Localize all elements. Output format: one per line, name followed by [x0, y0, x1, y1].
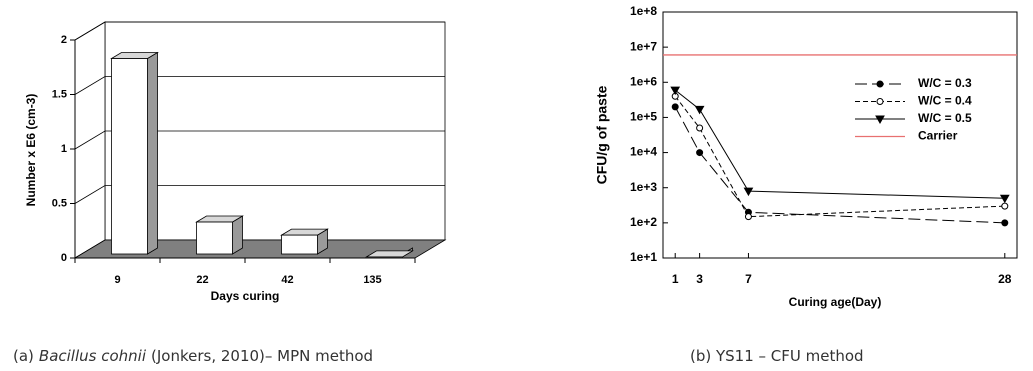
caption-part: (a)	[13, 347, 34, 365]
legend-marker	[876, 80, 884, 88]
y-tick-label: 1	[61, 143, 67, 155]
legend-label: W/C = 0.3	[918, 76, 972, 90]
marker	[1001, 202, 1009, 210]
y-tick-label: 0.5	[52, 197, 67, 209]
legend-marker	[875, 115, 885, 125]
bar	[111, 58, 148, 255]
x-axis-label: Curing age(Day)	[789, 295, 882, 309]
x-tick-label: 28	[998, 272, 1012, 286]
x-tick-label: 42	[281, 274, 293, 286]
y-tick-label: 1e+7	[630, 39, 657, 53]
y-tick-label: 1e+8	[630, 4, 657, 18]
y-tick-label: 1e+1	[630, 250, 657, 264]
legend-label: Carrier	[918, 129, 958, 143]
caption: (a) Bacillus cohnii (Jonkers, 2010)– MPN m…	[13, 347, 373, 365]
legend-label: W/C = 0.4	[918, 94, 972, 108]
x-tick-label: 3	[696, 272, 703, 286]
caption: (b) YS11 – CFU method	[690, 347, 864, 365]
x-axis-label: Days curing	[211, 289, 280, 303]
y-tick-label: 2	[61, 34, 67, 46]
y-tick-label: 1.5	[52, 88, 67, 100]
legend-label: W/C = 0.5	[918, 111, 972, 125]
marker	[1001, 219, 1009, 227]
y-axis-label: Number x E6 (cm-3)	[24, 94, 38, 207]
grid-line	[74, 130, 445, 150]
y-tick-label: 0	[61, 252, 67, 264]
caption-part: (Jonkers, 2010)– MPN method	[151, 347, 373, 365]
x-tick-label: 1	[672, 272, 679, 286]
y-tick-label: 1e+2	[630, 215, 657, 229]
y-tick-label: 1e+5	[630, 110, 657, 124]
caption-part: Bacillus cohnii	[39, 347, 147, 365]
legend-marker	[876, 98, 884, 105]
series-line	[674, 106, 1005, 224]
y-tick-label: 1e+6	[630, 74, 657, 88]
series-line	[674, 89, 1005, 199]
marker	[999, 194, 1010, 204]
marker	[744, 213, 752, 221]
bar	[196, 221, 233, 255]
x-tick-label: 7	[745, 272, 752, 286]
x-tick-label: 22	[196, 274, 208, 286]
y-axis-label: CFU/g of paste	[594, 85, 610, 184]
plot-frame	[662, 11, 1018, 259]
bar	[281, 234, 318, 255]
grid-line	[74, 76, 445, 95]
y-tick-label: 1e+3	[630, 180, 657, 194]
marker	[696, 124, 704, 132]
marker	[670, 86, 681, 96]
x-tick-label: 135	[363, 274, 381, 286]
marker	[694, 105, 705, 115]
marker	[743, 187, 754, 197]
bar-side	[147, 51, 158, 255]
grid-line	[74, 21, 445, 41]
y-tick-label: 1e+4	[630, 145, 657, 159]
marker	[671, 103, 679, 111]
bar-side	[232, 215, 243, 255]
grid-line	[74, 185, 445, 204]
series-line	[674, 95, 1005, 218]
x-tick-label: 9	[114, 274, 120, 286]
caption-part: (b) YS11 – CFU method	[690, 347, 864, 365]
marker	[696, 149, 704, 157]
bar-top	[365, 250, 414, 258]
